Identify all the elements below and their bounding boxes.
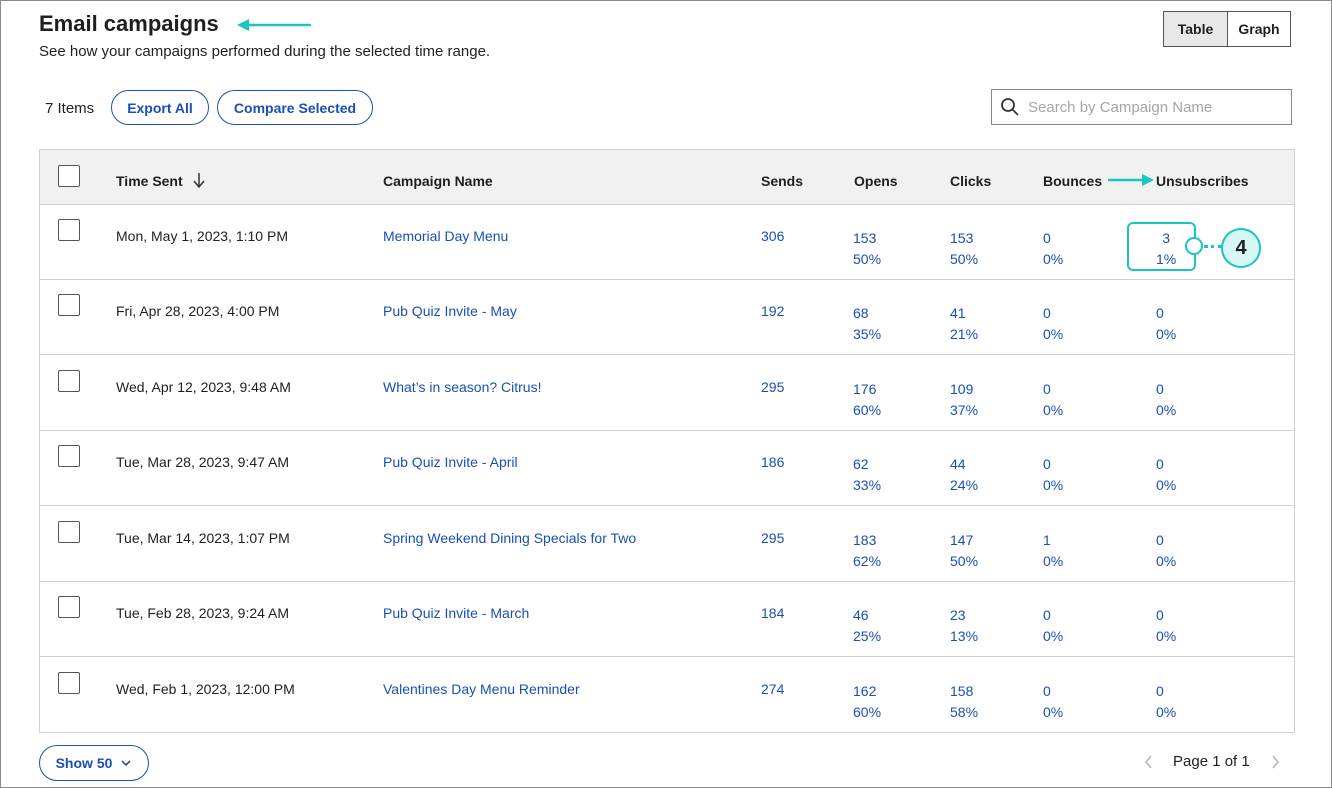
export-all-button[interactable]: Export All [111, 90, 209, 125]
unsubscribes-link[interactable]: 3 1% [1156, 230, 1177, 267]
bounces-link[interactable]: 0 0% [1043, 683, 1064, 720]
unsubscribes-link[interactable]: 0 0% [1156, 683, 1177, 720]
column-campaign-name[interactable]: Campaign Name [383, 173, 493, 189]
sends-link[interactable]: 274 [761, 681, 785, 697]
sends-link[interactable]: 295 [761, 379, 785, 395]
campaign-name-link[interactable]: Memorial Day Menu [383, 228, 509, 244]
table-row: Mon, May 1, 2023, 1:10 PM Memorial Day M… [40, 205, 1294, 280]
time-sent: Wed, Apr 12, 2023, 9:48 AM [116, 379, 291, 395]
chevron-right-icon[interactable] [1269, 753, 1281, 771]
unsubscribes-link[interactable]: 0 0% [1156, 305, 1177, 342]
callout-anchor [1185, 237, 1203, 255]
row-checkbox[interactable] [58, 294, 80, 316]
table-row: Wed, Feb 1, 2023, 12:00 PM Valentines Da… [40, 658, 1294, 733]
row-checkbox[interactable] [58, 521, 80, 543]
chevron-left-icon[interactable] [1143, 753, 1155, 771]
row-checkbox[interactable] [58, 370, 80, 392]
column-bounces[interactable]: Bounces [1043, 173, 1103, 189]
unsubscribes-link[interactable]: 0 0% [1156, 381, 1177, 418]
campaigns-table: Time Sent Campaign Name Sends Opens Clic… [39, 149, 1295, 733]
column-clicks[interactable]: Clicks [950, 173, 992, 189]
page-subtitle: See how your campaigns performed during … [39, 43, 491, 60]
search-input[interactable] [1028, 98, 1278, 116]
opens-link[interactable]: 62 33% [853, 456, 882, 493]
campaign-name-link[interactable]: Pub Quiz Invite - May [383, 303, 517, 319]
bounces-link[interactable]: 0 0% [1043, 305, 1064, 342]
arrow-down-icon[interactable] [192, 171, 206, 189]
sends-link[interactable]: 192 [761, 303, 785, 319]
time-sent: Tue, Feb 28, 2023, 9:24 AM [116, 605, 290, 621]
opens-link[interactable]: 162 60% [853, 683, 882, 720]
column-opens[interactable]: Opens [854, 173, 898, 189]
view-toggle: Table Graph [1163, 11, 1291, 47]
row-checkbox[interactable] [58, 596, 80, 618]
unsubscribes-link[interactable]: 0 0% [1156, 607, 1177, 644]
table-row: Fri, Apr 28, 2023, 4:00 PM Pub Quiz Invi… [40, 280, 1294, 355]
select-all-checkbox[interactable] [58, 165, 80, 187]
sends-link[interactable]: 186 [761, 454, 785, 470]
show-per-page-label: Show 50 [55, 755, 113, 771]
items-count: 7 Items [45, 100, 95, 117]
sends-link[interactable]: 306 [761, 228, 785, 244]
callout-connector [1204, 245, 1222, 248]
opens-link[interactable]: 183 62% [853, 532, 882, 569]
arrow-right-icon [1108, 174, 1154, 186]
time-sent: Wed, Feb 1, 2023, 12:00 PM [116, 681, 295, 697]
compare-selected-button[interactable]: Compare Selected [217, 90, 373, 125]
clicks-link[interactable]: 109 37% [950, 381, 979, 418]
chevron-down-icon [121, 760, 131, 767]
table-header: Time Sent Campaign Name Sends Opens Clic… [40, 150, 1294, 205]
campaign-name-link[interactable]: Valentines Day Menu Reminder [383, 681, 580, 697]
row-checkbox[interactable] [58, 445, 80, 467]
clicks-link[interactable]: 44 24% [950, 456, 979, 493]
unsubscribes-link[interactable]: 0 0% [1156, 456, 1177, 493]
time-sent: Fri, Apr 28, 2023, 4:00 PM [116, 303, 280, 319]
table-row: Tue, Mar 14, 2023, 1:07 PM Spring Weeken… [40, 507, 1294, 582]
page-title: Email campaigns [39, 11, 219, 36]
arrow-left-icon [237, 19, 311, 31]
sends-link[interactable]: 295 [761, 530, 785, 546]
bounces-link[interactable]: 0 0% [1043, 230, 1064, 267]
table-row: Wed, Apr 12, 2023, 9:48 AM What’s in sea… [40, 356, 1294, 431]
search-icon [992, 97, 1028, 117]
table-row: Tue, Feb 28, 2023, 9:24 AM Pub Quiz Invi… [40, 582, 1294, 657]
campaign-name-link[interactable]: Spring Weekend Dining Specials for Two [383, 530, 637, 546]
opens-link[interactable]: 68 35% [853, 305, 882, 342]
column-sends[interactable]: Sends [761, 173, 804, 189]
unsubscribes-link[interactable]: 0 0% [1156, 532, 1177, 569]
bounces-link[interactable]: 0 0% [1043, 381, 1064, 418]
time-sent: Mon, May 1, 2023, 1:10 PM [116, 228, 288, 244]
campaign-name-link[interactable]: Pub Quiz Invite - April [383, 454, 518, 470]
search-box [991, 89, 1292, 125]
campaign-name-link[interactable]: What’s in season? Citrus! [383, 379, 542, 395]
column-time-sent[interactable]: Time Sent [116, 173, 183, 189]
clicks-link[interactable]: 41 21% [950, 305, 979, 342]
table-view-button[interactable]: Table [1164, 12, 1227, 46]
callout-number-badge: 4 [1221, 228, 1261, 268]
bounces-link[interactable]: 1 0% [1043, 532, 1064, 569]
graph-view-button[interactable]: Graph [1227, 12, 1290, 46]
time-sent: Tue, Mar 28, 2023, 9:47 AM [116, 454, 290, 470]
page-indicator: Page 1 of 1 [1173, 753, 1250, 770]
clicks-link[interactable]: 147 50% [950, 532, 979, 569]
clicks-link[interactable]: 153 50% [950, 230, 979, 267]
clicks-link[interactable]: 23 13% [950, 607, 979, 644]
sends-link[interactable]: 184 [761, 605, 785, 621]
bounces-link[interactable]: 0 0% [1043, 456, 1064, 493]
opens-link[interactable]: 153 50% [853, 230, 882, 267]
table-row: Tue, Mar 28, 2023, 9:47 AM Pub Quiz Invi… [40, 431, 1294, 506]
row-checkbox[interactable] [58, 219, 80, 241]
opens-link[interactable]: 46 25% [853, 607, 882, 644]
opens-link[interactable]: 176 60% [853, 381, 882, 418]
clicks-link[interactable]: 158 58% [950, 683, 979, 720]
show-per-page-dropdown[interactable]: Show 50 [39, 745, 149, 781]
time-sent: Tue, Mar 14, 2023, 1:07 PM [116, 530, 290, 546]
row-checkbox[interactable] [58, 672, 80, 694]
campaign-name-link[interactable]: Pub Quiz Invite - March [383, 605, 530, 621]
bounces-link[interactable]: 0 0% [1043, 607, 1064, 644]
column-unsubscribes[interactable]: Unsubscribes [1156, 173, 1249, 189]
